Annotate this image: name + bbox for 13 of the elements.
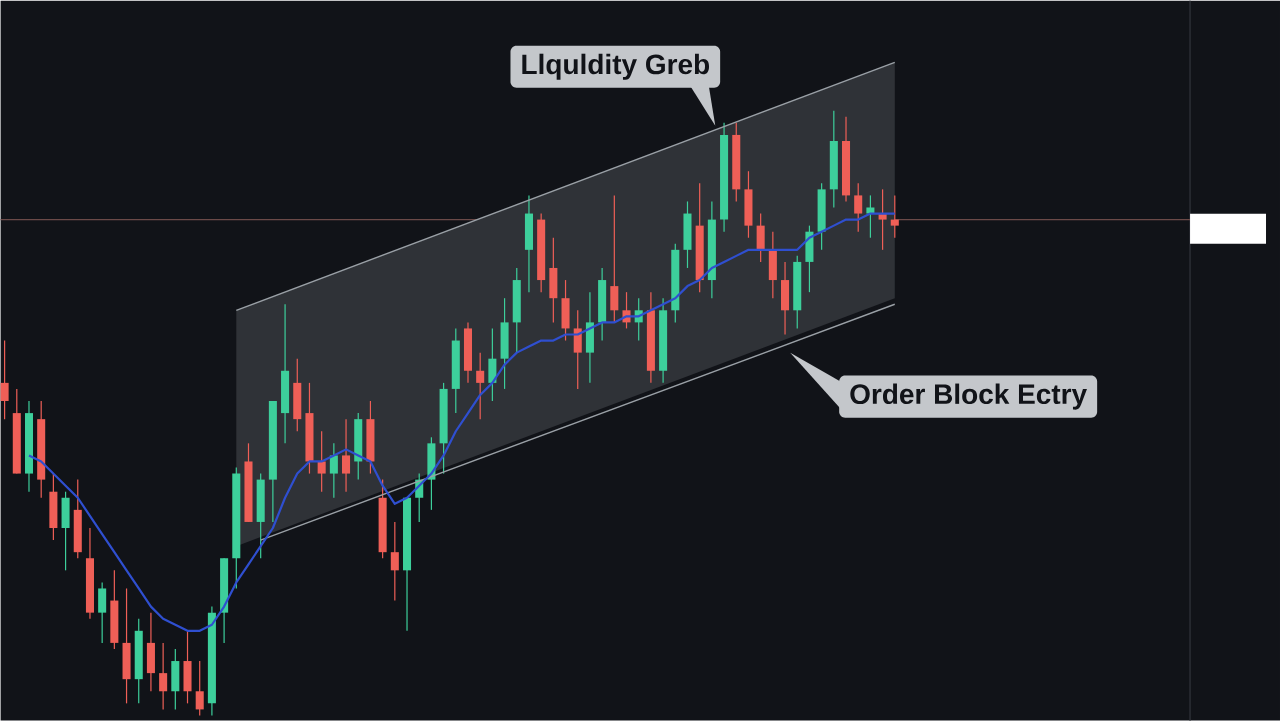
candlestick <box>195 660 204 716</box>
candlestick <box>159 642 168 710</box>
candlestick <box>890 194 899 239</box>
annotation: Order Block Ectry <box>850 383 1087 410</box>
text: Llquldity Greb <box>522 53 710 80</box>
candlestick <box>866 194 875 239</box>
candlestick <box>854 182 863 233</box>
candlestick <box>390 521 399 602</box>
candlestick <box>342 418 351 493</box>
candlestick <box>329 442 338 499</box>
candlestick <box>317 430 326 493</box>
candlestick <box>0 339 9 420</box>
candlestick <box>476 351 485 420</box>
